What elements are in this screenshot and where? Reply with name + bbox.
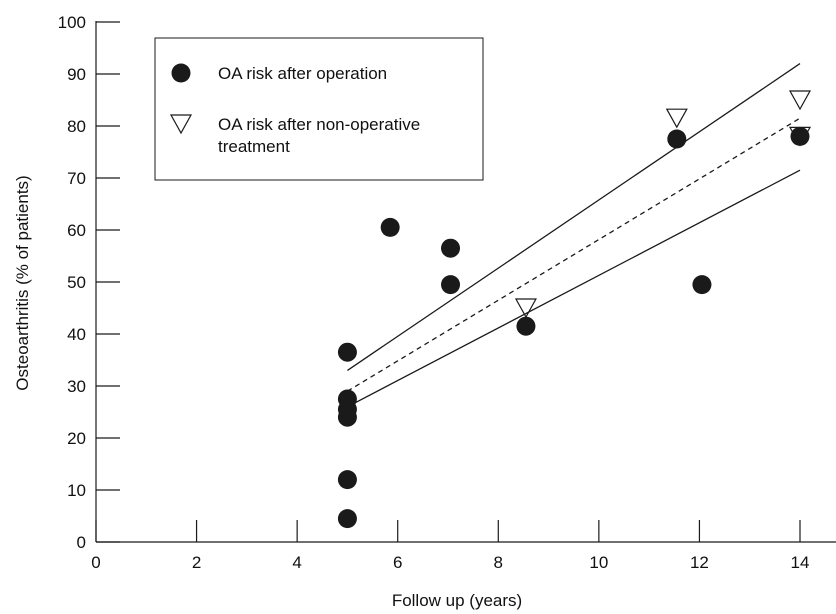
y-tick-label: 60 bbox=[67, 221, 86, 240]
x-tick-label: 12 bbox=[690, 553, 709, 572]
legend-box bbox=[154, 37, 484, 181]
legend-marker-operation bbox=[171, 63, 191, 83]
y-tick-label: 40 bbox=[67, 325, 86, 344]
x-axis-title: Follow up (years) bbox=[392, 591, 522, 610]
x-tick-label: 6 bbox=[393, 553, 402, 572]
point-operation bbox=[667, 129, 687, 149]
x-tick-label: 2 bbox=[192, 553, 201, 572]
y-tick-label: 30 bbox=[67, 377, 86, 396]
legend-marker-non-operative bbox=[169, 114, 193, 135]
legend-label-non-operative: OA risk after non-operative treatment bbox=[218, 115, 420, 156]
x-tick-label: 4 bbox=[292, 553, 301, 572]
fit-line-solid bbox=[347, 63, 801, 371]
x-tick-label: 14 bbox=[791, 553, 810, 572]
point-operation bbox=[441, 275, 461, 295]
y-tick-label: 0 bbox=[77, 533, 86, 552]
y-axis-title: Osteoarthritis (% of patients) bbox=[13, 175, 32, 390]
point-operation bbox=[692, 275, 712, 295]
y-tick-label: 50 bbox=[67, 273, 86, 292]
point-non-operative bbox=[788, 90, 812, 111]
point-operation bbox=[380, 217, 400, 237]
point-operation bbox=[337, 509, 357, 529]
y-tick-label: 20 bbox=[67, 429, 86, 448]
point-operation bbox=[441, 238, 461, 258]
x-tick-label: 0 bbox=[91, 553, 100, 572]
point-non-operative bbox=[514, 298, 537, 319]
point-operation bbox=[516, 316, 536, 336]
y-tick-label: 10 bbox=[67, 481, 86, 500]
fit-lines bbox=[347, 63, 801, 408]
y-tick-label: 90 bbox=[67, 65, 86, 84]
point-operation bbox=[790, 126, 810, 146]
point-non-operative bbox=[788, 126, 812, 147]
fit-line-dashed bbox=[347, 117, 801, 392]
point-operation bbox=[337, 389, 357, 409]
point-non-operative bbox=[665, 108, 688, 129]
y-tick-label: 70 bbox=[67, 169, 86, 188]
legend: OA risk after operation OA risk after no… bbox=[154, 37, 484, 181]
legend-label-operation: OA risk after operation bbox=[218, 64, 387, 83]
y-tick-label: 100 bbox=[58, 13, 86, 32]
data-points bbox=[337, 90, 812, 529]
axes: 0 10 20 30 40 50 60 70 80 90 100 0 2 4 6 8 10 12 14 bbox=[58, 13, 836, 572]
y-tick-label: 80 bbox=[67, 117, 86, 136]
fit-line-solid bbox=[347, 169, 801, 408]
point-operation bbox=[337, 470, 357, 490]
x-tick-label: 8 bbox=[494, 553, 503, 572]
point-operation bbox=[337, 342, 357, 362]
x-tick-label: 10 bbox=[589, 553, 608, 572]
